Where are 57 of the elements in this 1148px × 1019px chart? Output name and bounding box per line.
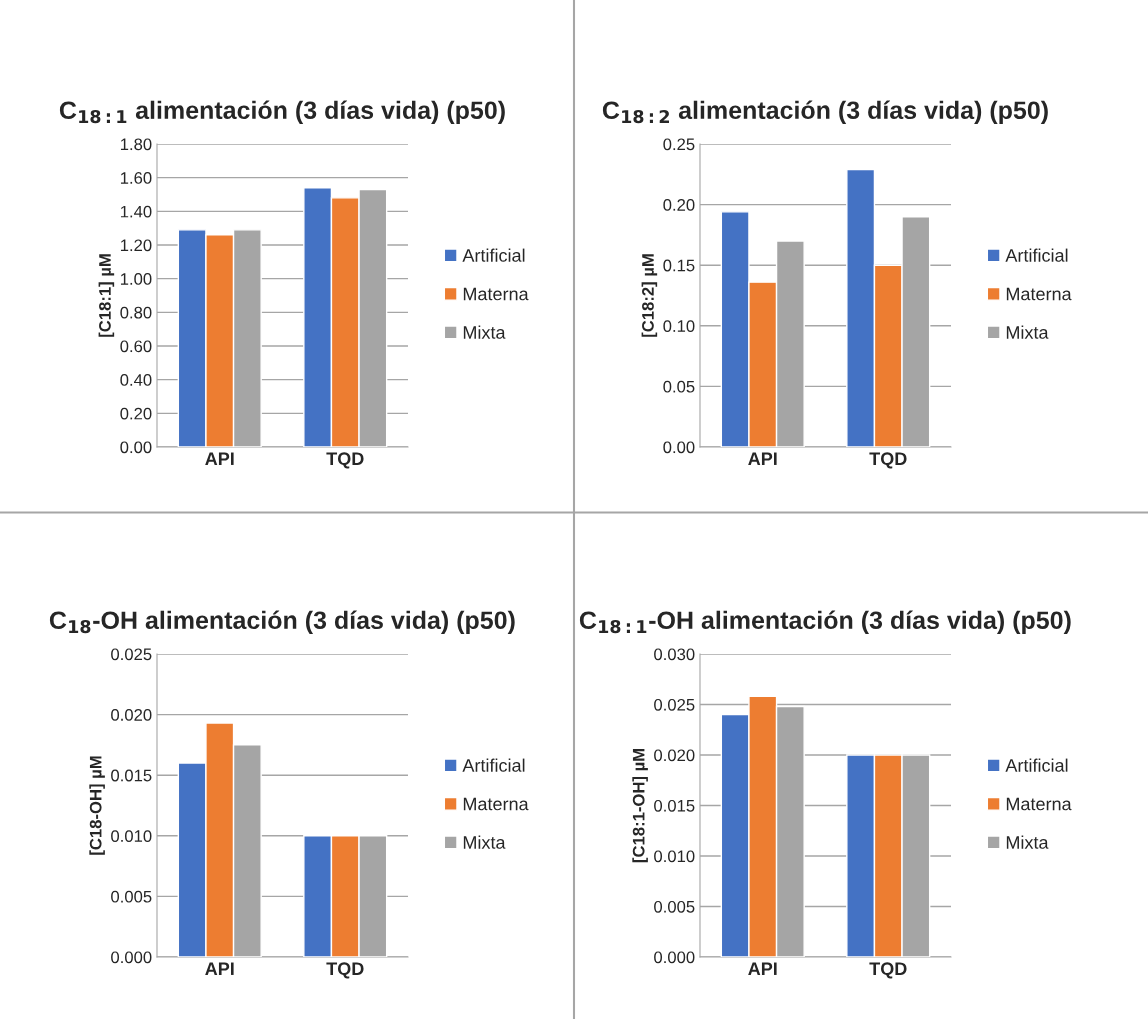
legend-label: Artificial — [462, 248, 525, 262]
legend-label: Mixta — [463, 835, 506, 849]
y-tick-label: 1.20 — [120, 239, 152, 252]
x-tick-label: TQD — [326, 962, 364, 979]
chart-title: C$_{18}$-OH alimentación (3 días vida) (p50) — [49, 610, 515, 635]
y-tick-label: 0.020 — [654, 749, 695, 762]
y-tick-label: 0.010 — [111, 830, 152, 842]
x-tick-label: TQD — [869, 452, 907, 469]
y-tick-label: 0.000 — [111, 951, 152, 964]
chart-title: C$_{18:1}$-OH alimentación (3 días vida) (p50) — [579, 610, 1071, 635]
x-tick-label: API — [748, 452, 777, 465]
legend-label: Mixta — [1006, 325, 1049, 339]
y-tick-label: 0.40 — [120, 374, 152, 386]
y-tick-label: 0.20 — [663, 199, 695, 211]
y-tick-label: 0.00 — [120, 441, 152, 454]
x-tick-label: API — [205, 962, 234, 975]
legend-label: Materna — [1006, 287, 1072, 301]
legend-label: Mixta — [1006, 835, 1049, 849]
y-tick-label: 0.005 — [111, 890, 152, 903]
legend-label: Mixta — [463, 325, 506, 339]
legend-label: Artificial — [1005, 758, 1068, 772]
y-tick-label: 0.025 — [111, 648, 152, 661]
y-axis-title: [C18-OH] µM — [89, 756, 105, 855]
legend-label: Artificial — [462, 758, 525, 772]
chart-title: C$_{18:2}$ alimentación (3 días vida) (p50) — [602, 100, 1048, 125]
y-tick-label: 0.030 — [654, 648, 695, 661]
x-tick-label: TQD — [326, 452, 364, 469]
y-tick-label: 0.000 — [654, 951, 695, 964]
y-tick-label: 0.10 — [663, 320, 695, 332]
y-tick-label: 0.60 — [120, 340, 152, 353]
y-tick-label: 0.005 — [654, 900, 695, 913]
y-tick-label: 0.00 — [663, 441, 695, 454]
y-tick-label: 0.015 — [654, 799, 695, 812]
y-tick-label: 0.05 — [663, 380, 695, 393]
y-tick-label: 1.80 — [120, 138, 152, 151]
chart-title: C$_{18:1}$ alimentación (3 días vida) (p50) — [59, 100, 505, 125]
y-tick-label: 1.60 — [120, 172, 152, 184]
y-tick-label: 1.40 — [120, 205, 152, 218]
x-tick-label: TQD — [869, 962, 907, 979]
legend-label: Materna — [463, 287, 529, 301]
y-tick-label: 0.20 — [120, 407, 152, 420]
x-tick-label: API — [748, 962, 777, 975]
y-tick-label: 0.80 — [120, 306, 152, 319]
y-tick-label: 0.020 — [111, 709, 152, 721]
y-tick-label: 0.15 — [663, 259, 695, 272]
y-tick-label: 0.025 — [654, 698, 695, 711]
legend-label: Materna — [1006, 797, 1072, 811]
y-tick-label: 0.010 — [654, 850, 695, 863]
y-axis-title: [C18:2] µM — [641, 254, 658, 337]
legend-label: Materna — [463, 797, 529, 811]
y-axis-title: [C18:1-OH] µM — [632, 749, 648, 863]
y-tick-label: 0.015 — [111, 769, 152, 782]
y-tick-label: 1.00 — [120, 273, 152, 285]
legend-label: Artificial — [1005, 248, 1068, 262]
x-tick-label: API — [205, 452, 234, 465]
y-axis-title: [C18:1] µM — [98, 254, 115, 337]
y-tick-label: 0.25 — [663, 138, 695, 151]
